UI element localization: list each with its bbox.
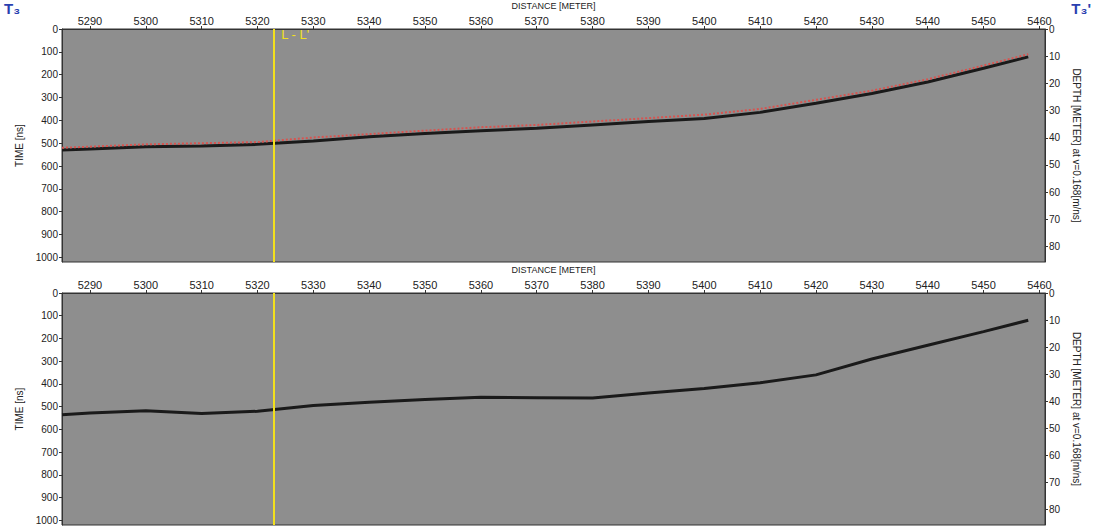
- svg-text:5400: 5400: [692, 15, 716, 27]
- svg-text:TIME [ns]: TIME [ns]: [14, 387, 25, 430]
- svg-text:400: 400: [41, 115, 58, 126]
- svg-text:0: 0: [52, 288, 58, 299]
- svg-text:400: 400: [41, 378, 58, 389]
- svg-text:10: 10: [1049, 51, 1061, 62]
- svg-text:200: 200: [41, 69, 58, 80]
- svg-text:1000: 1000: [36, 252, 59, 263]
- svg-text:5430: 5430: [860, 15, 884, 27]
- svg-text:5360: 5360: [469, 15, 493, 27]
- svg-text:5420: 5420: [804, 279, 828, 291]
- svg-text:5300: 5300: [134, 15, 158, 27]
- svg-text:50: 50: [1049, 423, 1061, 434]
- svg-text:100: 100: [41, 310, 58, 321]
- svg-text:5420: 5420: [804, 15, 828, 27]
- svg-text:500: 500: [41, 401, 58, 412]
- svg-text:5370: 5370: [525, 15, 549, 27]
- svg-text:5370: 5370: [525, 279, 549, 291]
- svg-text:5330: 5330: [301, 15, 325, 27]
- svg-text:DEPTH [METER] at v=0.168[m/ns]: DEPTH [METER] at v=0.168[m/ns]: [1071, 332, 1082, 486]
- svg-text:500: 500: [41, 138, 58, 149]
- svg-text:5380: 5380: [580, 15, 604, 27]
- svg-text:0: 0: [52, 24, 58, 35]
- svg-text:800: 800: [41, 469, 58, 480]
- svg-text:5400: 5400: [692, 279, 716, 291]
- svg-text:5290: 5290: [78, 279, 102, 291]
- svg-text:0: 0: [1049, 23, 1055, 35]
- svg-text:5440: 5440: [915, 15, 939, 27]
- svg-text:600: 600: [41, 161, 58, 172]
- svg-text:5300: 5300: [134, 279, 158, 291]
- svg-text:T₃: T₃: [4, 0, 20, 17]
- svg-text:5390: 5390: [636, 15, 660, 27]
- svg-text:800: 800: [41, 206, 58, 217]
- svg-text:5360: 5360: [469, 279, 493, 291]
- svg-text:70: 70: [1049, 477, 1061, 488]
- svg-text:30: 30: [1049, 369, 1061, 380]
- svg-text:5380: 5380: [580, 279, 604, 291]
- svg-text:5440: 5440: [915, 279, 939, 291]
- svg-text:5320: 5320: [245, 279, 269, 291]
- svg-text:5430: 5430: [860, 279, 884, 291]
- svg-text:0: 0: [1049, 287, 1055, 299]
- svg-text:5350: 5350: [413, 15, 437, 27]
- svg-text:900: 900: [41, 492, 58, 503]
- svg-text:5320: 5320: [245, 15, 269, 27]
- svg-text:30: 30: [1049, 105, 1061, 116]
- svg-text:60: 60: [1049, 187, 1061, 198]
- svg-text:300: 300: [41, 92, 58, 103]
- svg-text:80: 80: [1049, 241, 1061, 252]
- svg-text:700: 700: [41, 447, 58, 458]
- svg-text:L - L': L - L': [281, 27, 309, 42]
- svg-text:700: 700: [41, 183, 58, 194]
- svg-text:300: 300: [41, 356, 58, 367]
- svg-text:5340: 5340: [357, 279, 381, 291]
- svg-text:200: 200: [41, 333, 58, 344]
- svg-text:40: 40: [1049, 132, 1061, 143]
- svg-text:5290: 5290: [78, 15, 102, 27]
- svg-text:20: 20: [1049, 78, 1061, 89]
- svg-text:600: 600: [41, 424, 58, 435]
- svg-text:DISTANCE [METER]: DISTANCE [METER]: [512, 1, 596, 11]
- svg-text:5310: 5310: [189, 279, 213, 291]
- svg-text:900: 900: [41, 229, 58, 240]
- svg-text:5390: 5390: [636, 279, 660, 291]
- svg-text:DISTANCE [METER]: DISTANCE [METER]: [512, 265, 596, 275]
- svg-text:5460: 5460: [1027, 279, 1051, 291]
- svg-text:5450: 5450: [971, 279, 995, 291]
- svg-text:60: 60: [1049, 450, 1061, 461]
- svg-text:5410: 5410: [748, 15, 772, 27]
- svg-text:5410: 5410: [748, 279, 772, 291]
- svg-text:5340: 5340: [357, 15, 381, 27]
- svg-text:5350: 5350: [413, 279, 437, 291]
- svg-text:5310: 5310: [189, 15, 213, 27]
- svg-text:5450: 5450: [971, 15, 995, 27]
- svg-text:DEPTH [METER] at v=0.168[m/ns]: DEPTH [METER] at v=0.168[m/ns]: [1071, 68, 1082, 222]
- svg-text:10: 10: [1049, 315, 1061, 326]
- svg-text:40: 40: [1049, 396, 1061, 407]
- svg-text:50: 50: [1049, 159, 1061, 170]
- svg-text:80: 80: [1049, 504, 1061, 515]
- svg-text:70: 70: [1049, 214, 1061, 225]
- svg-text:5460: 5460: [1027, 15, 1051, 27]
- svg-text:T₃': T₃': [1071, 0, 1091, 17]
- svg-text:TIME [ns]: TIME [ns]: [14, 124, 25, 167]
- svg-text:1000: 1000: [36, 515, 59, 526]
- svg-text:5330: 5330: [301, 279, 325, 291]
- svg-text:20: 20: [1049, 342, 1061, 353]
- svg-text:100: 100: [41, 46, 58, 57]
